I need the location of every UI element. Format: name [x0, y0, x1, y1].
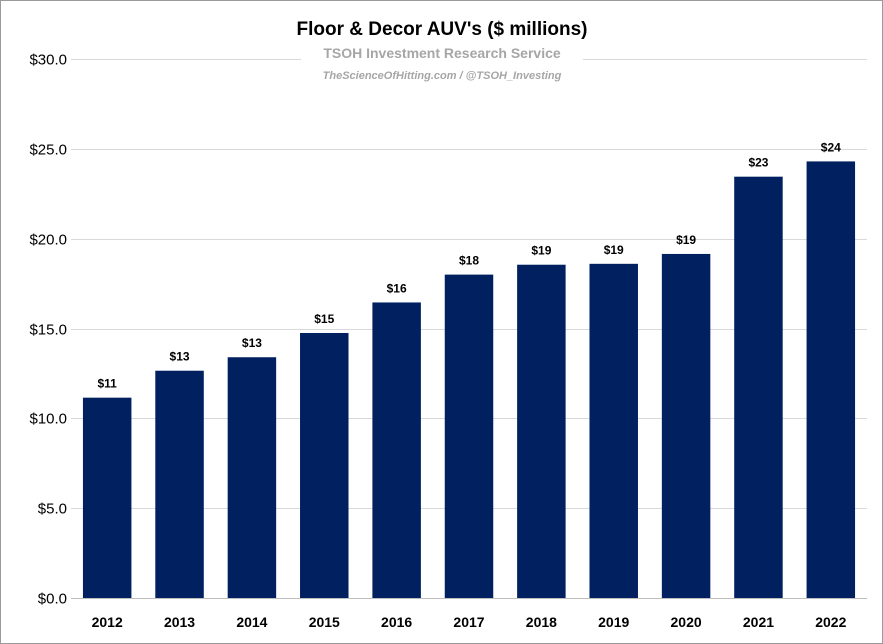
- data-labels: $11 $13 $13 $15 $16 $18 $19 $19 $19 $23 $24: [98, 140, 842, 390]
- bar: [517, 264, 566, 598]
- bar: [444, 274, 494, 598]
- x-axis-ticks: 2012 2013 2014 2015 2016 2017 2018 2019 2020 2021…: [92, 614, 847, 630]
- bar: [227, 357, 277, 598]
- data-label: $16: [387, 281, 407, 295]
- y-tick-label: $25.0: [29, 142, 67, 159]
- data-label: $19: [531, 244, 551, 258]
- data-label: $11: [98, 377, 118, 391]
- x-tick-label: 2019: [598, 614, 629, 630]
- data-label: $13: [170, 350, 190, 364]
- data-label: $23: [748, 156, 768, 170]
- y-tick-label: $10.0: [29, 411, 67, 428]
- bar: [806, 161, 856, 598]
- data-label: $15: [314, 312, 334, 326]
- bar: [372, 302, 421, 598]
- data-label: $19: [604, 243, 624, 257]
- x-tick-label: 2014: [236, 614, 267, 630]
- x-tick-label: 2021: [743, 614, 774, 630]
- bar: [734, 176, 783, 598]
- x-tick-label: 2022: [815, 614, 846, 630]
- bar: [300, 332, 349, 598]
- x-tick-label: 2012: [92, 614, 123, 630]
- y-tick-label: $20.0: [29, 232, 67, 249]
- bar: [589, 263, 638, 598]
- bar: [661, 253, 711, 598]
- chart-subtitle: TSOH Investment Research Service: [323, 45, 561, 61]
- data-label: $24: [821, 140, 841, 154]
- x-tick-label: 2017: [453, 614, 484, 630]
- x-tick-label: 2018: [526, 614, 557, 630]
- data-label: $19: [676, 233, 696, 247]
- source-note: TheScienceOfHitting.com / @TSOH_Investin…: [323, 70, 562, 82]
- title-backdrop: [301, 43, 583, 89]
- bar: [82, 397, 132, 598]
- x-tick-label: 2016: [381, 614, 412, 630]
- bar: [155, 370, 204, 598]
- y-axis-ticks: $0.0 $5.0 $10.0 $15.0 $20.0 $25.0 $30.0: [29, 52, 67, 608]
- y-tick-label: $30.0: [29, 52, 67, 69]
- bars: [82, 161, 856, 598]
- data-label: $13: [242, 336, 262, 350]
- chart-title: Floor & Decor AUV's ($ millions): [297, 19, 588, 40]
- y-tick-label: $0.0: [38, 591, 67, 608]
- x-tick-label: 2015: [309, 614, 340, 630]
- chart-header: Floor & Decor AUV's ($ millions) TSOH In…: [297, 19, 588, 89]
- y-tick-label: $5.0: [38, 501, 67, 518]
- x-tick-label: 2020: [671, 614, 702, 630]
- data-label: $18: [459, 254, 479, 268]
- y-tick-label: $15.0: [29, 322, 67, 339]
- x-tick-label: 2013: [164, 614, 195, 630]
